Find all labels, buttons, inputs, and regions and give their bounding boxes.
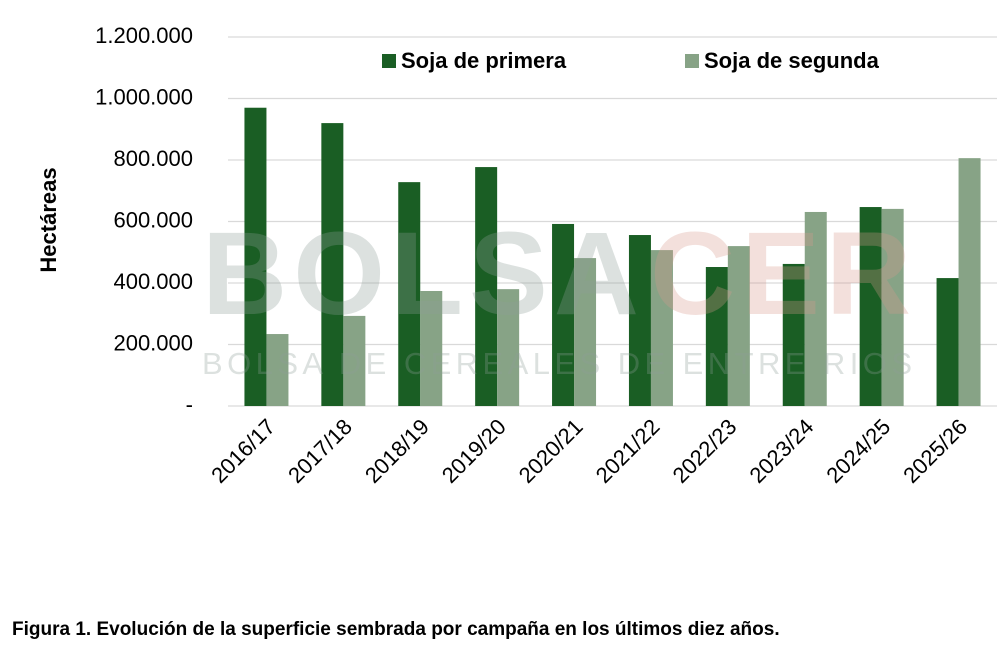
x-tick-label: 2024/25 [821, 414, 895, 488]
bar [628, 235, 651, 406]
bar [266, 334, 289, 406]
bar [420, 290, 443, 406]
y-tick-label: - [186, 392, 193, 417]
bar [398, 182, 421, 406]
x-tick-label: 2025/26 [898, 414, 972, 488]
bar [859, 207, 882, 406]
caption: Figura 1. Evolución de la superficie sem… [12, 619, 780, 640]
watermark: CER [650, 208, 917, 340]
bar [804, 211, 827, 406]
watermark: BOLSA [202, 208, 645, 340]
x-tick-label: 2022/23 [668, 414, 742, 488]
bar [936, 278, 959, 406]
y-tick-label: 200.000 [113, 330, 193, 355]
bar [705, 267, 728, 406]
x-tick-label: 2023/24 [744, 414, 818, 488]
y-tick-label: 600.000 [113, 207, 193, 232]
bar [958, 158, 981, 406]
x-tick-label: 2021/22 [591, 414, 665, 488]
bar [782, 263, 805, 406]
bar [321, 123, 344, 406]
legend-swatch [685, 54, 699, 68]
legend-label: Soja de primera [401, 48, 567, 73]
y-tick-label: 1.000.000 [95, 84, 193, 109]
x-tick-label: 2017/18 [283, 414, 357, 488]
bar [497, 289, 520, 406]
y-tick-label: 400.000 [113, 269, 193, 294]
x-tick-label: 2020/21 [514, 414, 588, 488]
bar [552, 223, 575, 406]
bar [881, 208, 904, 406]
bar [244, 107, 267, 406]
bar [475, 167, 498, 406]
x-tick-label: 2018/19 [360, 414, 434, 488]
legend-label: Soja de segunda [704, 48, 880, 73]
y-tick-label: 1.200.000 [95, 23, 193, 48]
y-axis-label: Hectáreas [36, 167, 61, 272]
legend-swatch [382, 54, 396, 68]
bar [727, 246, 750, 406]
y-tick-label: 800.000 [113, 146, 193, 171]
x-tick-label: 2016/17 [206, 414, 280, 488]
x-tick-label: 2019/20 [437, 414, 511, 488]
bar [650, 250, 673, 406]
bar [343, 315, 366, 406]
bar [574, 258, 597, 406]
watermark-subtitle: BOLSA DE CEREALES DE ENTRE RIOS [202, 346, 912, 381]
